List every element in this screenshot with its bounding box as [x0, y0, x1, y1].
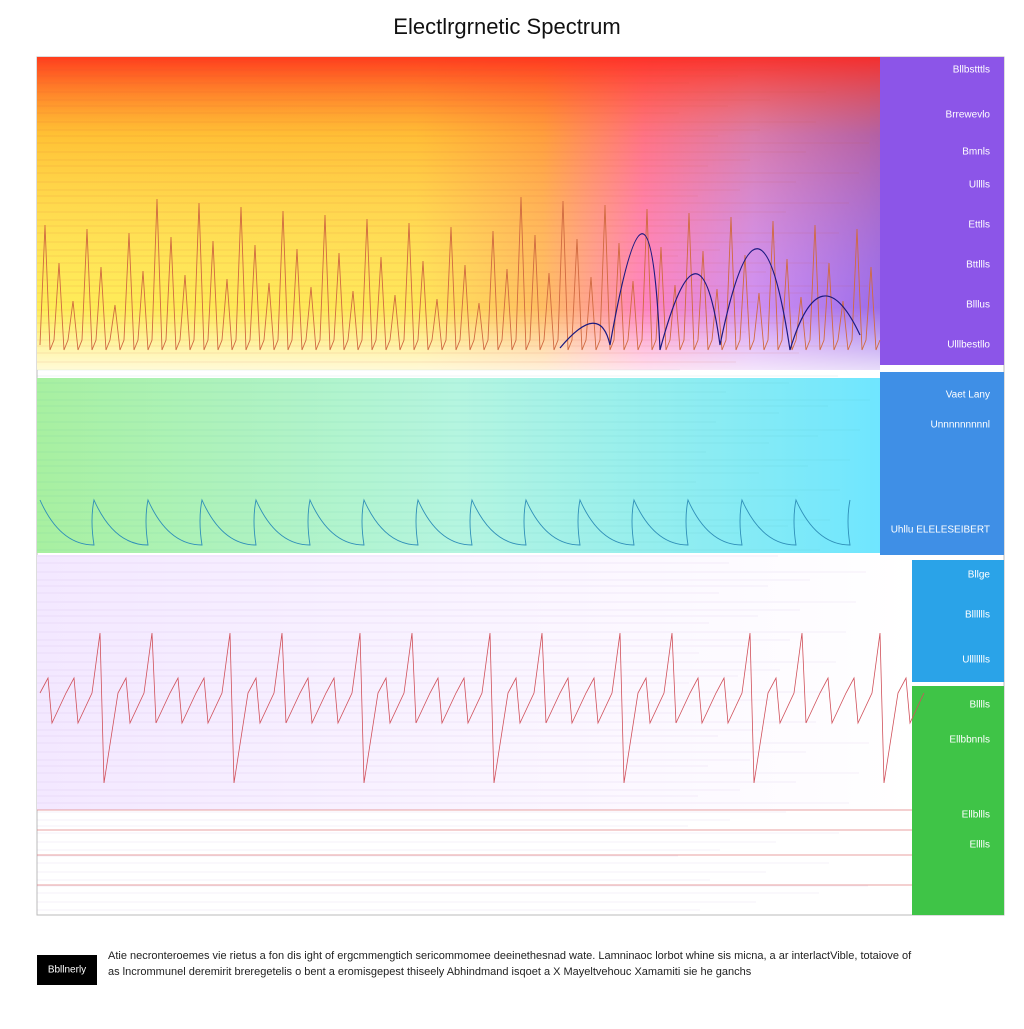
side-label: Ettlls	[968, 220, 990, 231]
side-box	[912, 686, 1004, 915]
band-shade	[37, 57, 880, 370]
side-label: Ellbllls	[962, 810, 990, 821]
side-label: Blllus	[966, 300, 990, 311]
side-label: Bttllls	[966, 260, 990, 271]
side-box	[880, 372, 1004, 555]
badge	[37, 955, 97, 985]
side-label: Ulllls	[969, 180, 990, 191]
side-box	[912, 560, 1004, 682]
side-label: Vaet Lany	[946, 390, 990, 401]
side-label: Ullllllls	[962, 655, 990, 666]
band-cyan	[37, 378, 880, 553]
side-label: Unnnnnnnnnl	[931, 420, 991, 431]
band-lavender	[37, 555, 912, 810]
side-label: Brrewevlo	[946, 110, 991, 121]
wave-top	[39, 196, 881, 351]
side-label: Uhllu ELELESEIBERT	[891, 525, 990, 536]
side-box	[880, 57, 1004, 365]
side-label: Blllllls	[965, 610, 990, 621]
side-label: Bllge	[968, 570, 991, 581]
side-label: Blllls	[969, 700, 990, 711]
wave-mid	[39, 498, 851, 546]
caption-line: Atie necronteroemes vie rietus a fon dis…	[108, 950, 912, 962]
side-label: Ellbbnnls	[949, 735, 990, 746]
caption-line: as lncrommunel deremirit breregetelis o …	[108, 966, 752, 978]
side-label: Bllbstttls	[953, 65, 990, 76]
side-label: Elllls	[969, 840, 990, 851]
badge-text: Bbllnerly	[48, 965, 86, 976]
side-label: Ulllbestllo	[947, 340, 990, 351]
decoration	[37, 61, 925, 911]
wave-low	[39, 632, 925, 784]
wave-top-dark	[559, 233, 861, 351]
side-label: Bmnls	[962, 147, 990, 158]
title: Electlrgrnetic Spectrum	[393, 14, 620, 39]
